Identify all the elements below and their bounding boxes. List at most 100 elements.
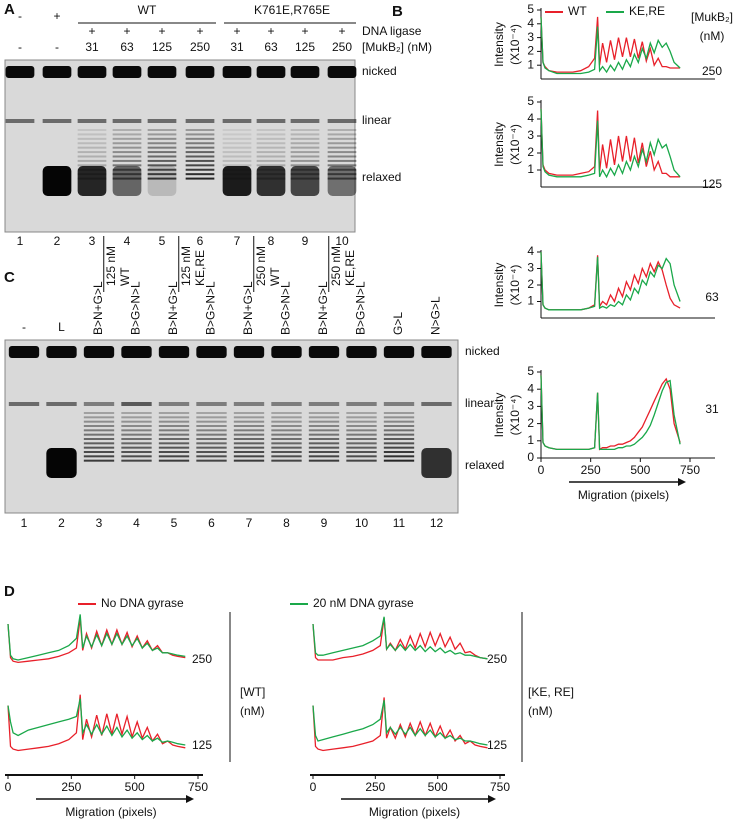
gel-band — [83, 442, 115, 445]
legend-label: WT — [568, 4, 587, 18]
gel-band — [46, 402, 77, 406]
gel-band — [158, 446, 190, 449]
group-label: [WT] — [240, 685, 265, 699]
gel-band — [346, 412, 377, 414]
gel-band — [327, 129, 357, 131]
gel-band — [121, 420, 152, 423]
gel-band — [5, 119, 35, 123]
data-line — [312, 616, 488, 660]
gel-band — [77, 159, 107, 162]
gel-band — [158, 412, 190, 414]
axis-arrow-head — [678, 478, 686, 486]
row-label: DNA ligase — [362, 24, 422, 38]
gel-band — [308, 459, 340, 462]
gel-band — [147, 151, 177, 154]
gel-band — [147, 177, 177, 180]
gel-band — [185, 159, 215, 162]
gel-band — [46, 448, 77, 478]
y-tick-label: 2 — [527, 145, 534, 159]
gel-band — [112, 166, 142, 196]
band-label: linear — [465, 396, 494, 410]
gel-band — [308, 416, 340, 419]
gel-band — [308, 346, 340, 358]
gel-band — [196, 412, 227, 414]
panel-letter: B — [392, 3, 403, 20]
gel-band — [308, 425, 340, 427]
data-line — [540, 16, 681, 75]
gel-band — [308, 446, 340, 449]
gel-band — [196, 346, 227, 358]
band-label: relaxed — [465, 458, 504, 472]
lane-header: B>G>N>L — [129, 281, 143, 335]
lane-number: 6 — [197, 234, 204, 248]
band-label: relaxed — [362, 170, 401, 184]
gel-band — [77, 137, 107, 140]
gel-band — [346, 429, 377, 432]
lane-header: B>N+G>L — [241, 281, 255, 335]
gel-band — [112, 159, 142, 162]
x-axis-label: Migration (pixels) — [65, 805, 156, 819]
group-label: WT — [268, 267, 282, 286]
gel-band — [222, 166, 252, 196]
gel-band — [185, 177, 215, 180]
gel-band — [112, 133, 142, 136]
gel-band — [77, 133, 107, 136]
gel-band — [83, 459, 115, 462]
gel-band — [271, 459, 302, 462]
y-axis-label: Intensity — [492, 263, 506, 308]
gel-band — [185, 164, 215, 167]
x-tick-label: 250 — [581, 463, 601, 477]
gel-band — [233, 429, 265, 432]
gel-band — [271, 425, 302, 427]
data-line — [7, 614, 186, 661]
gel-band — [271, 442, 302, 445]
gel-band — [77, 155, 107, 158]
gel-band — [83, 455, 115, 458]
gel-band — [308, 402, 340, 406]
gel-band — [77, 146, 107, 149]
lane-number: 7 — [246, 516, 253, 530]
gel-band — [77, 164, 107, 167]
chart-label: 125 — [702, 177, 722, 191]
gel-band — [222, 164, 252, 167]
lane-header: - — [22, 320, 26, 334]
gel-band — [83, 451, 115, 453]
gel-band — [83, 438, 115, 440]
gel-band — [83, 346, 115, 358]
gel-band — [308, 433, 340, 436]
gel-band — [77, 129, 107, 131]
gel-band — [147, 129, 177, 131]
gel-band — [196, 438, 227, 440]
gel-band — [158, 459, 190, 462]
gel-band — [383, 402, 415, 406]
gel-band — [185, 133, 215, 136]
gel-band — [383, 442, 415, 445]
gel-band — [185, 146, 215, 149]
row-value: + — [196, 24, 203, 38]
lane-number: 10 — [355, 516, 369, 530]
gel-band — [112, 66, 142, 78]
gel-band — [290, 155, 320, 158]
gel-band — [158, 420, 190, 423]
y-axis-label: Intensity — [492, 393, 506, 438]
gel-band — [222, 151, 252, 154]
panel-letter: D — [4, 583, 15, 600]
gel-band — [271, 412, 302, 414]
group-label: (nM) — [240, 704, 265, 718]
row-value: + — [88, 24, 95, 38]
y-tick-label: 5 — [527, 364, 534, 378]
gel-band — [346, 420, 377, 423]
gel-band — [196, 446, 227, 449]
gel-band — [233, 442, 265, 445]
gel-band — [222, 66, 252, 78]
x-tick-label: 250 — [365, 780, 385, 794]
gel-band — [77, 151, 107, 154]
gel-band — [271, 346, 302, 358]
row-value: 31 — [230, 40, 244, 54]
x-axis-label: Migration (pixels) — [369, 805, 460, 819]
gel-band — [147, 159, 177, 162]
gel-band — [158, 438, 190, 440]
lane-number: 7 — [234, 234, 241, 248]
gel-band — [83, 425, 115, 427]
gel-band — [308, 420, 340, 423]
